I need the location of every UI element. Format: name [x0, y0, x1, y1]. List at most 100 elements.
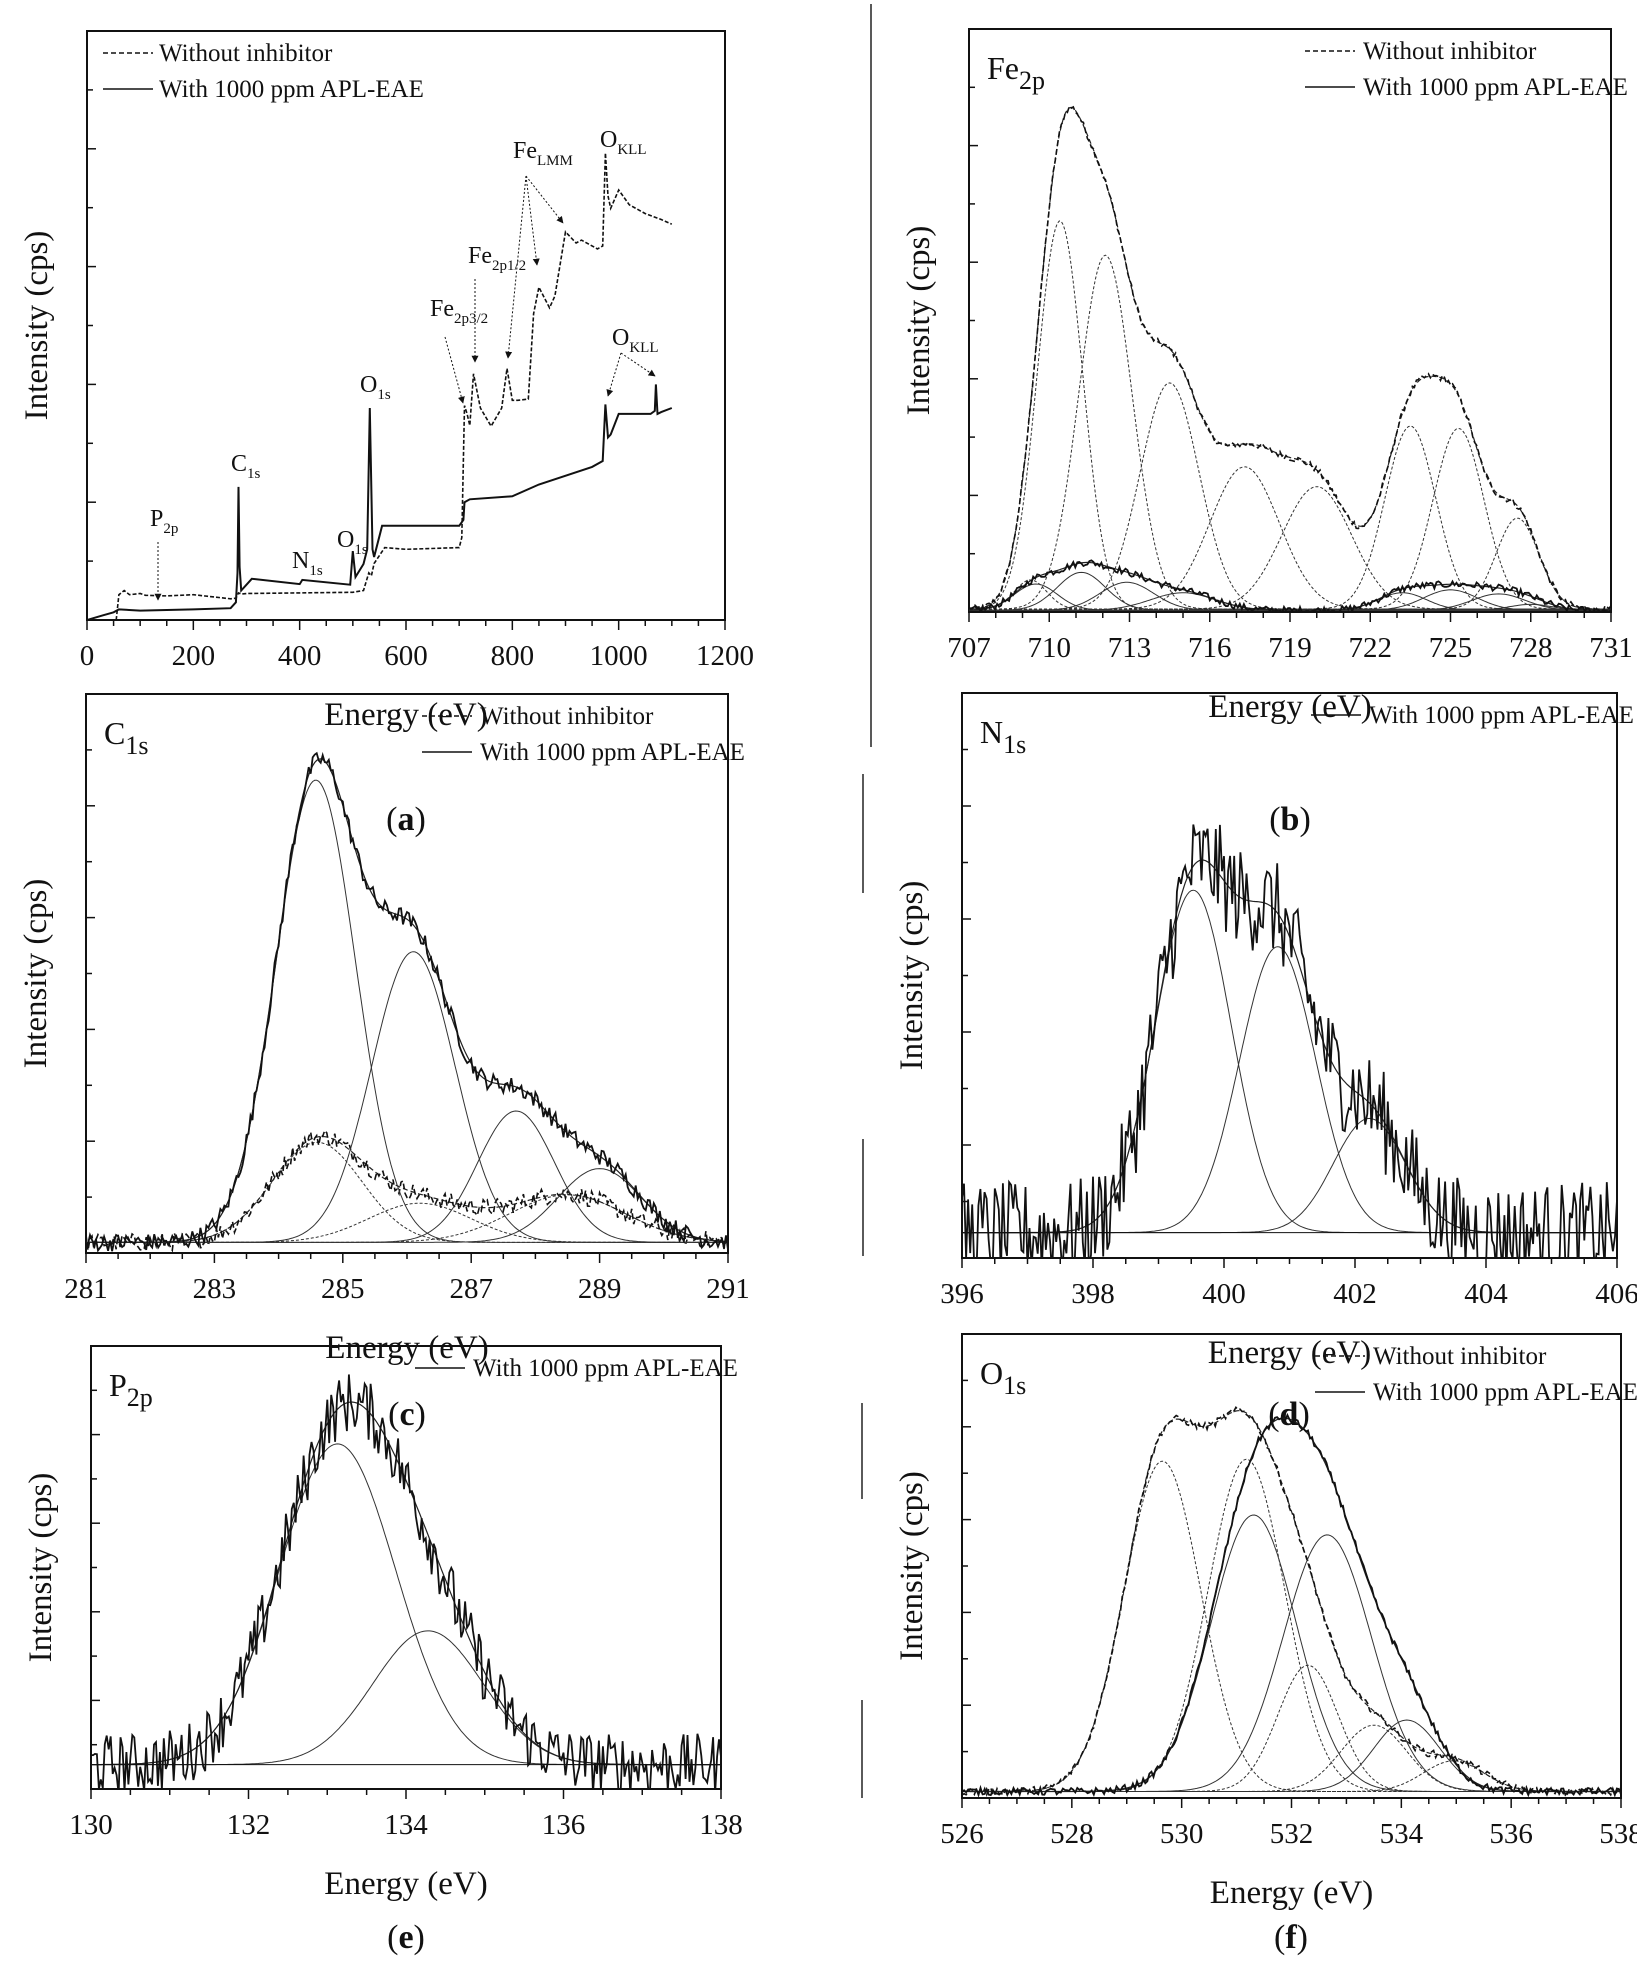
y-axis-title: Intensity (cps) [18, 879, 54, 1069]
legend-label: With 1000 ppm APL-EAE [1373, 1379, 1637, 1406]
x-tick-label: 400 [278, 640, 322, 672]
x-tick-label: 728 [1509, 632, 1553, 664]
raw-spectrum-without-inhibitor [962, 1406, 1621, 1798]
x-tick-label: 287 [449, 1273, 493, 1305]
x-tick-label: 291 [706, 1273, 750, 1305]
arrow-icon [606, 352, 622, 397]
peak-label-main: O [600, 127, 617, 153]
panel-label: (c) [388, 1396, 426, 1433]
legend-label: With 1000 ppm APL-EAE [480, 739, 745, 766]
x-tick-label: 600 [384, 640, 428, 672]
x-tick-label: 532 [1270, 1818, 1314, 1850]
raw-spectrum-without-inhibitor [969, 105, 1611, 612]
fit-envelope [969, 106, 1611, 610]
panel-letter: e [398, 1919, 413, 1956]
y-axis-title: Intensity (cps) [894, 881, 930, 1071]
fit-component [969, 254, 1611, 610]
panel-letter: a [398, 801, 415, 838]
title-main: P [109, 1367, 127, 1403]
x-axis-title: Energy (eV) [324, 697, 487, 733]
fit-component [969, 425, 1611, 610]
legend-label: With 1000 ppm APL-EAE [1369, 702, 1634, 729]
x-tick-label: 396 [940, 1278, 984, 1310]
x-tick-label: 406 [1595, 1278, 1637, 1310]
fit-envelope [86, 1135, 728, 1244]
x-axis-title: Energy (eV) [324, 1866, 487, 1902]
fit-component [962, 1117, 1617, 1234]
plot-area [91, 1374, 721, 1789]
peak-label-subscript: 1s [247, 466, 261, 482]
legend-label: With 1000 ppm APL-EAE [473, 1355, 738, 1382]
fit-envelope [91, 1401, 721, 1766]
panel-f: 526 528 530 532 534 536 538 Energy (eV) Intensit… [894, 1333, 1637, 1956]
x-tick-label: 130 [69, 1809, 113, 1841]
x-axis-title: Energy (eV) [1210, 1875, 1373, 1911]
fit-envelope [86, 758, 728, 1244]
x-tick-label: 289 [578, 1273, 622, 1305]
peak-annotations: P2pC1sN1sO1sO1sFe2p3/2Fe2p1/2FeLMMOKLLOK… [150, 127, 659, 601]
x-tick-label: 528 [1050, 1818, 1094, 1850]
x-tick-label: 200 [172, 640, 216, 672]
peak-label: C1s [231, 451, 261, 482]
peak-label: O1s [337, 527, 368, 558]
x-tick-label: 0 [80, 640, 95, 672]
peak-label-main: N [292, 548, 309, 574]
x-tick-label: 138 [699, 1809, 743, 1841]
peak-label-main: P [150, 506, 163, 532]
title-main: Fe [987, 50, 1019, 86]
plot-frame [968, 28, 1612, 613]
panel-title: P2p [109, 1367, 153, 1412]
x-tick-label: 713 [1108, 632, 1152, 664]
plot-frame [85, 693, 729, 1254]
panel-letter: c [399, 1396, 414, 1433]
peak-label-subscript: KLL [617, 142, 646, 158]
fit-component [969, 220, 1611, 610]
peak-label: OKLL [600, 127, 647, 158]
peak-label-main: Fe [430, 296, 454, 322]
legend: With 1000 ppm APL-EAE [1311, 702, 1634, 729]
x-tick-label: 136 [542, 1809, 586, 1841]
x-tick-label: 716 [1188, 632, 1232, 664]
panel-label: (e) [387, 1919, 425, 1956]
peak-label-subscript: 1s [309, 563, 323, 579]
x-tick-label: 285 [321, 1273, 365, 1305]
series-line-without-inhibitor [115, 152, 673, 620]
fit-component [91, 1443, 721, 1766]
legend: Without inhibitor With 1000 ppm APL-EAE [1305, 38, 1628, 101]
peak-label-subscript: 2p3/2 [454, 311, 488, 327]
plot-area [86, 751, 728, 1253]
fit-component [86, 1141, 728, 1243]
panel-e: 130 132 134 136 138 Energy (eV) Intensity (cps… [23, 1345, 743, 1956]
raw-spectrum-with-inhibitor [962, 824, 1617, 1258]
arrow-icon [525, 175, 564, 224]
legend: Without inhibitor With 1000 ppm APL-EAE [1315, 1343, 1637, 1406]
arrow-icon [505, 175, 527, 359]
x-tick-label: 402 [1333, 1278, 1377, 1310]
x-axis-title: Energy (eV) [1208, 1335, 1371, 1371]
x-axis-title: Energy (eV) [1208, 689, 1371, 725]
panel-c: 281 283 285 287 289 291 Energy (eV) Intensity (… [18, 693, 750, 1433]
title-subscript: 1s [125, 731, 148, 760]
legend-label: Without inhibitor [1373, 1343, 1547, 1370]
peak-label: N1s [292, 548, 323, 579]
peak-label-main: O [360, 372, 377, 398]
fit-envelope [962, 1410, 1621, 1793]
fit-component [962, 1458, 1621, 1792]
raw-spectrum-with-inhibitor [962, 1412, 1621, 1798]
panel-title: O1s [980, 1355, 1026, 1400]
peak-label: OKLL [612, 325, 659, 356]
x-axis-title: Energy (eV) [325, 1330, 488, 1366]
fit-component [86, 1110, 728, 1243]
title-main: O [980, 1355, 1003, 1391]
x-tick-label: 526 [940, 1818, 984, 1850]
title-subscript: 1s [1003, 730, 1026, 759]
panel-label: (a) [386, 801, 426, 838]
peak-label: Fe2p3/2 [430, 296, 488, 327]
x-tick-label: 710 [1028, 632, 1072, 664]
x-tick-label: 538 [1599, 1818, 1637, 1850]
panel-label: (b) [1269, 801, 1311, 838]
x-tick-label: 722 [1349, 632, 1393, 664]
plot-frame [961, 692, 1618, 1259]
fit-component [969, 517, 1611, 610]
peak-label-main: O [612, 325, 629, 351]
